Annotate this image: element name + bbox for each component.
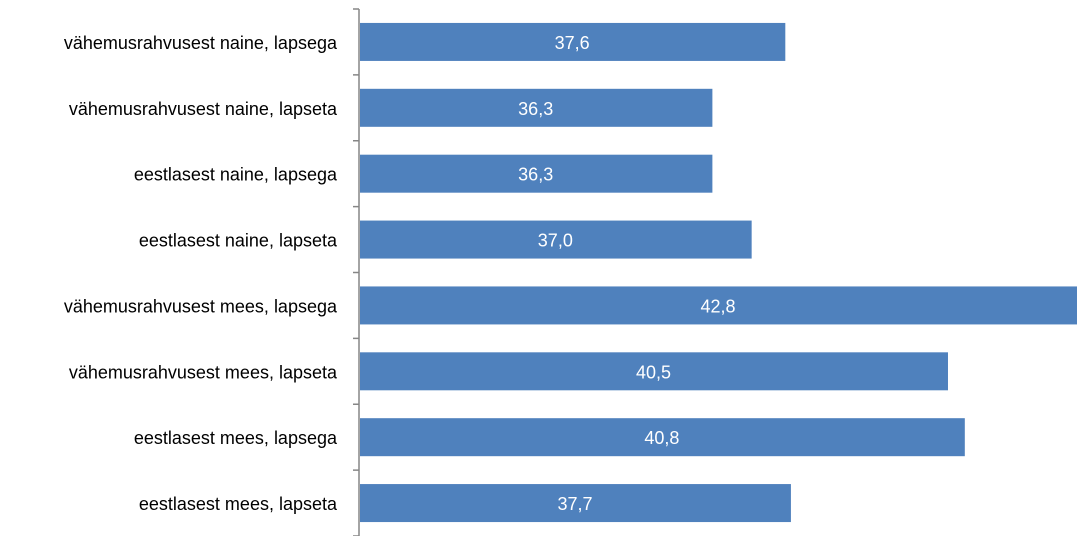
category-label: eestlasest mees, lapsega xyxy=(134,428,338,448)
bars-group: 37,6 36,3 36,3 37,0 42,8 40,5 40,8 37,7 xyxy=(360,22,1077,523)
category-label: vähemusrahvusest naine, lapsega xyxy=(64,33,338,53)
category-axis xyxy=(353,8,360,536)
bar xyxy=(360,418,965,457)
category-label: vähemusrahvusest naine, lapseta xyxy=(69,99,338,119)
category-labels-group: vähemusrahvusest naine, lapsega vähemusra… xyxy=(64,33,338,514)
category-label: vähemusrahvusest mees, lapsega xyxy=(64,296,338,316)
bar xyxy=(360,484,791,523)
bar xyxy=(360,352,948,391)
bar-value-label: 36,3 xyxy=(518,99,553,119)
bar-value-label: 37,0 xyxy=(538,231,573,251)
bar xyxy=(360,286,1077,325)
bar-value-label: 37,7 xyxy=(557,494,592,514)
bar xyxy=(360,22,786,61)
category-label: eestlasest naine, lapsega xyxy=(134,165,338,185)
category-label: eestlasest naine, lapseta xyxy=(139,231,338,251)
bar-value-label: 40,8 xyxy=(644,428,679,448)
bar xyxy=(360,220,752,259)
bar-value-label: 40,5 xyxy=(636,362,671,382)
bar-value-label: 37,6 xyxy=(555,33,590,53)
bar-value-label: 42,8 xyxy=(700,296,735,316)
bar xyxy=(360,154,713,193)
bar-value-label: 36,3 xyxy=(518,165,553,185)
category-label: eestlasest mees, lapseta xyxy=(139,494,338,514)
bar xyxy=(360,88,713,127)
category-label: vähemusrahvusest mees, lapseta xyxy=(69,362,338,382)
